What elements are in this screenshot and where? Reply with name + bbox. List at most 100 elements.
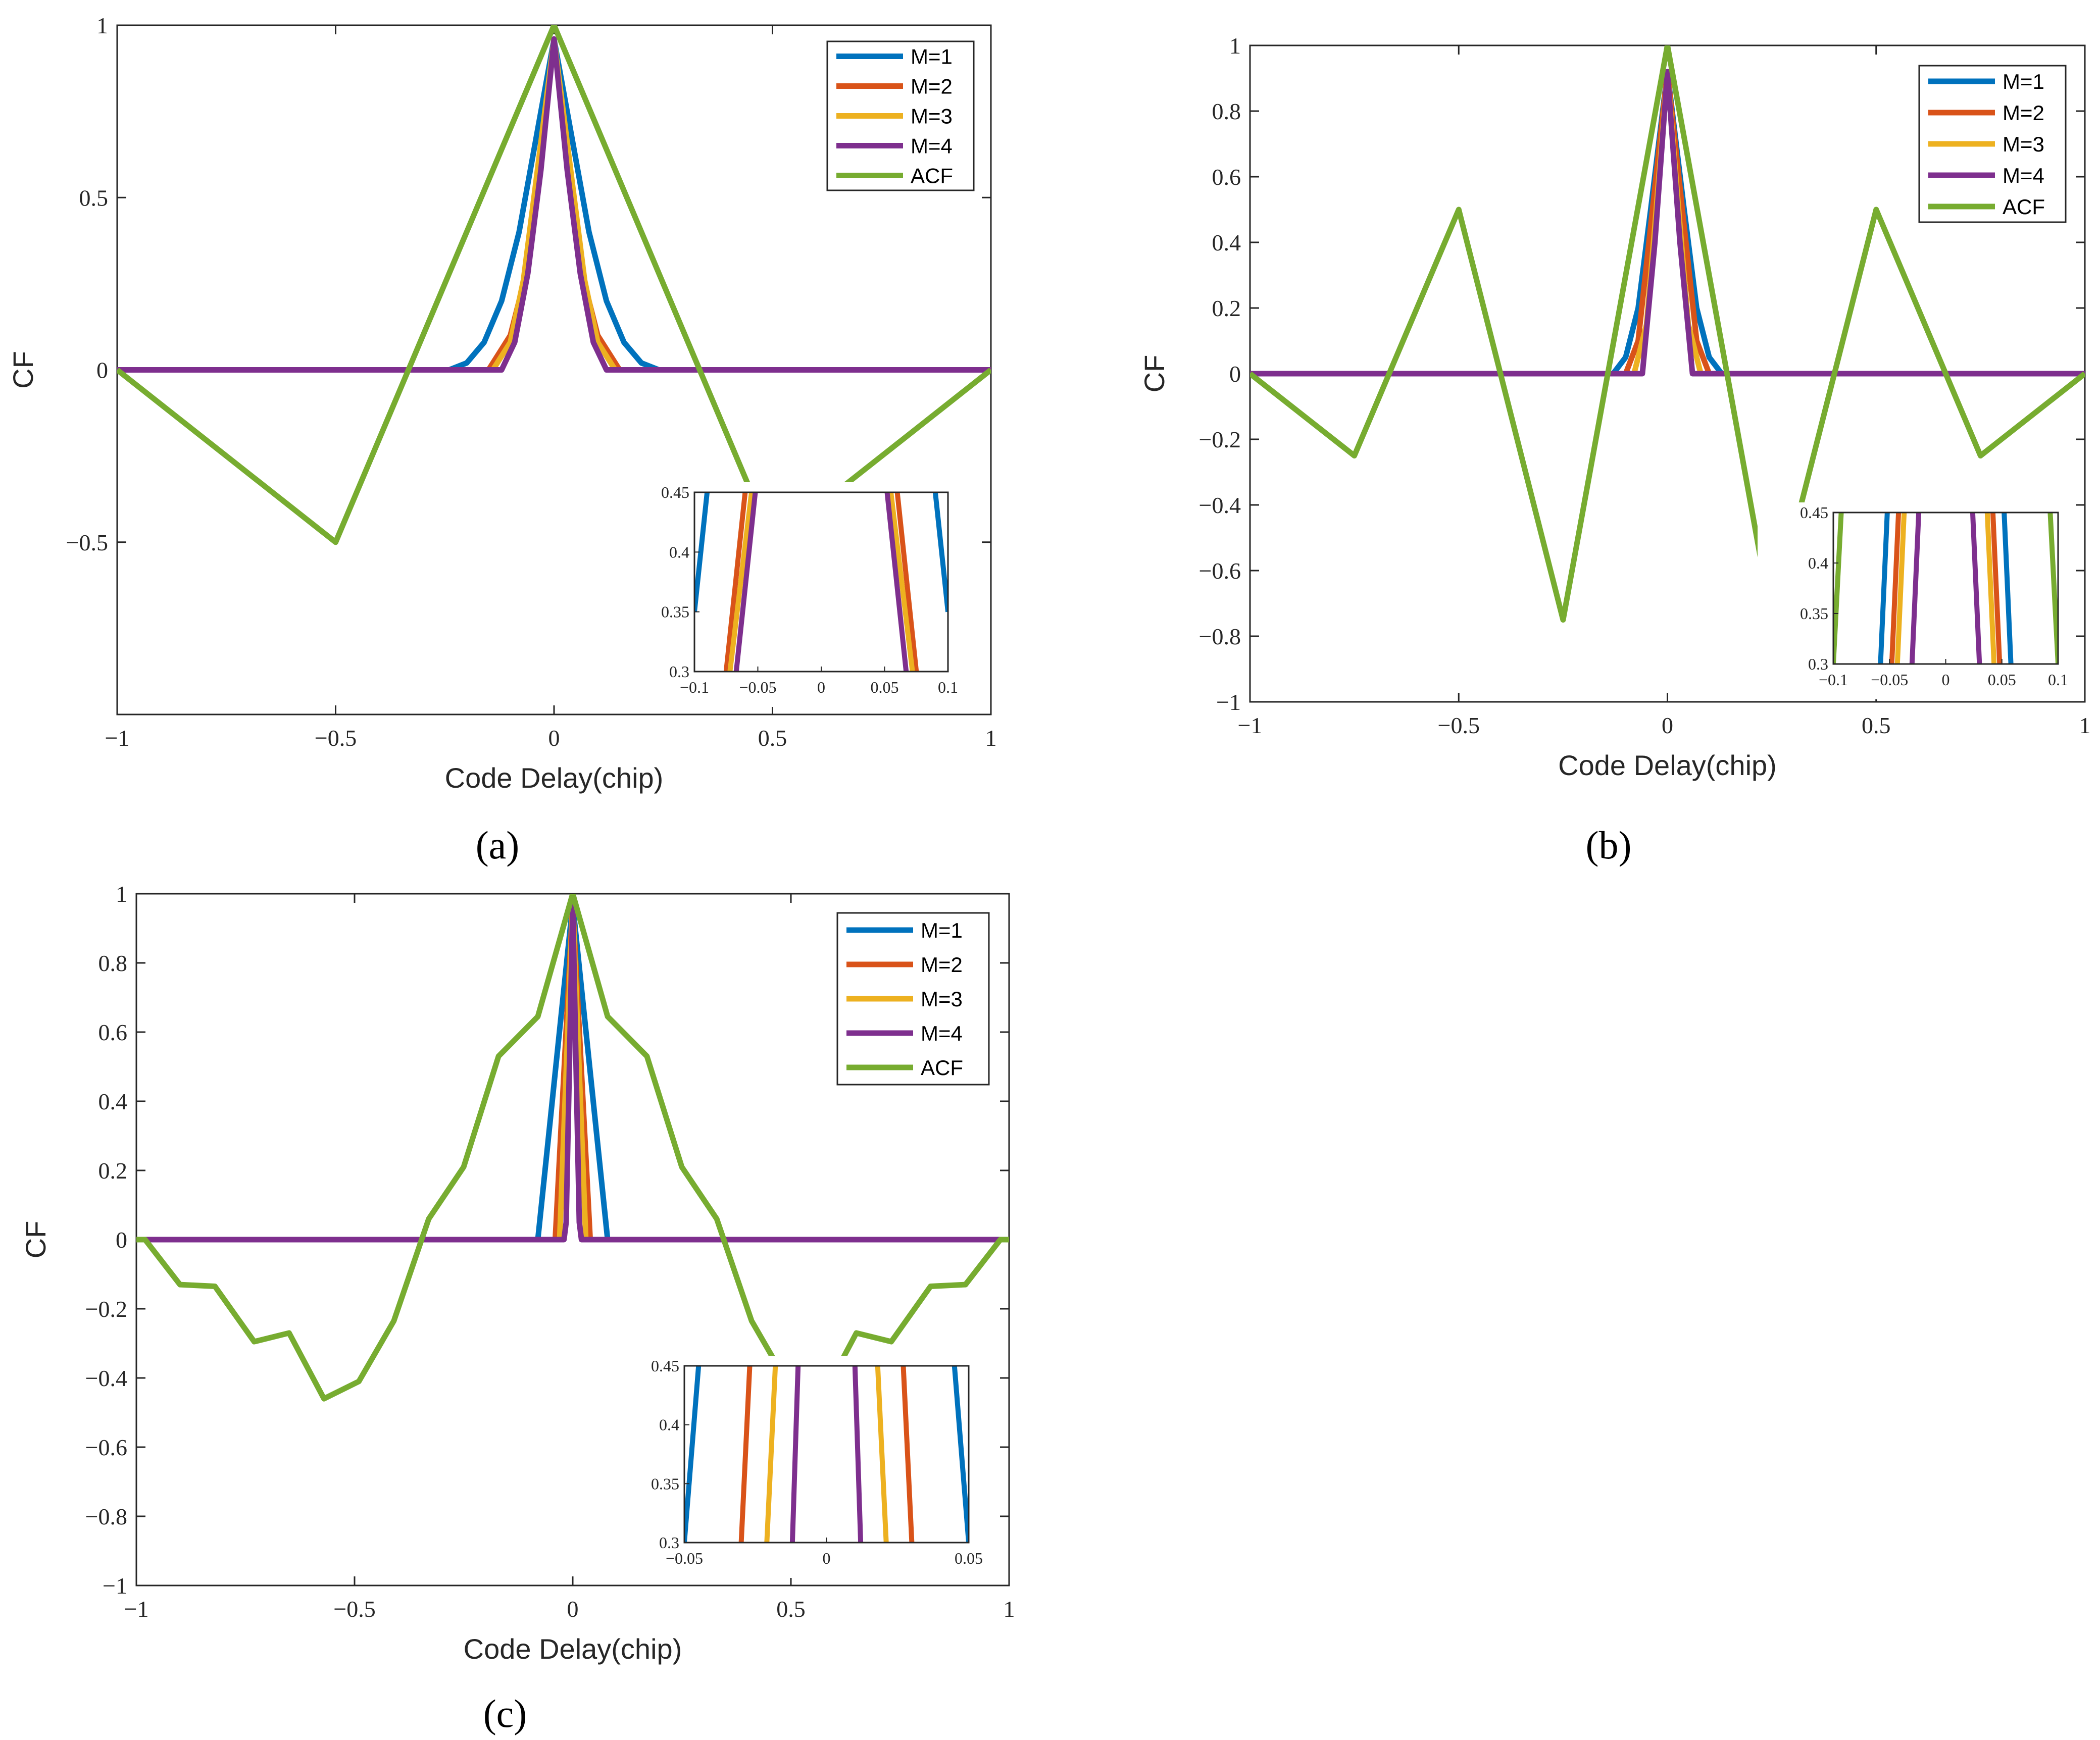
inset-x-tick-label: 0.05: [1988, 671, 2016, 689]
inset-y-tick-label: 0.4: [669, 543, 689, 561]
legend-label: M=1: [921, 918, 963, 942]
inset-plot: −0.1 −0.05 0 0.05 0.1 0.3 0.35 0.4 0.45: [1758, 502, 2068, 699]
y-tick-label: −0.4: [1199, 492, 1241, 518]
inset-x-tick-label: 0: [823, 1549, 831, 1567]
inset-line-m4: [733, 492, 758, 672]
y-tick-label: −1: [103, 1573, 127, 1599]
inset-line-m4: [1909, 513, 1922, 664]
x-tick-label: 0: [1662, 712, 1673, 738]
legend-label: M=1: [2003, 70, 2044, 93]
x-axis-label: Code Delay(chip): [1558, 749, 1777, 781]
inset-line-m1: [694, 492, 710, 612]
inset-x-tick-label: 0.05: [955, 1549, 983, 1567]
inset-x-tick-label: −0.05: [1871, 671, 1908, 689]
series-line-acf: [136, 894, 1009, 1402]
series-line-m4: [117, 36, 991, 373]
x-tick-label: −0.5: [333, 1596, 375, 1622]
series-group: [1250, 45, 2085, 623]
inset-line-m2: [1990, 513, 2003, 664]
inset-x-tick-label: −0.1: [1819, 671, 1848, 689]
x-tick-label: −0.5: [315, 725, 357, 751]
y-tick-label: −0.8: [1199, 624, 1241, 649]
legend-label: M=4: [921, 1021, 963, 1045]
y-tick-label: 0.2: [1212, 295, 1241, 321]
y-tick-label: 0.6: [1212, 164, 1241, 190]
legend-label: ACF: [921, 1056, 963, 1080]
inset-line-m2: [738, 1366, 753, 1543]
legend-label: M=4: [2003, 164, 2044, 187]
y-tick-label: 0.8: [1212, 98, 1241, 124]
inset-x-tick-label: 0: [817, 678, 825, 696]
inset-line-m1: [684, 1366, 702, 1543]
inset-line-m4: [1970, 513, 1982, 664]
x-tick-label: −1: [1238, 712, 1263, 738]
y-tick-label: 0.8: [98, 950, 128, 976]
inset-line-acf: [2047, 513, 2058, 664]
inset-line-m4: [852, 1366, 864, 1543]
y-tick-label: 0.5: [79, 185, 109, 211]
inset-x-tick-label: −0.1: [680, 678, 709, 696]
inset-x-tick-label: 0.1: [938, 678, 958, 696]
legend-label: M=3: [921, 987, 963, 1011]
inset-x-tick-label: 0.05: [871, 678, 899, 696]
y-tick-label: 0.4: [98, 1089, 128, 1114]
x-tick-label: 0: [567, 1596, 579, 1622]
inset-line-m2: [901, 1366, 915, 1543]
x-tick-label: 0.5: [758, 725, 787, 751]
inset-x-tick-label: −0.05: [666, 1549, 703, 1567]
inset-line-m3: [875, 1366, 889, 1543]
inset-line-m4: [789, 1366, 801, 1543]
x-axis-label: Code Delay(chip): [464, 1633, 682, 1665]
inset-y-tick-label: 0.4: [1808, 554, 1828, 572]
inset-line-acf: [1833, 513, 1844, 664]
inset-y-tick-label: 0.3: [1808, 655, 1828, 673]
inset-line-m4: [884, 492, 909, 672]
inset-x-tick-label: 0: [1942, 671, 1950, 689]
x-tick-label: 1: [985, 725, 997, 751]
legend-label: M=4: [911, 134, 953, 158]
y-tick-label: −0.5: [66, 530, 108, 555]
chart-panel-b: −1 −0.5 0 0.5 1 −1 −0.8 −0.6 −0.4 −0.2 0 0.2 0.4 0.6 0…: [1138, 33, 2091, 867]
inset-line-m3: [727, 492, 754, 672]
inset-line-m3: [764, 1366, 778, 1543]
y-tick-label: 1: [1229, 33, 1241, 59]
y-tick-label: 0: [96, 357, 108, 383]
inset-line-m1: [2002, 513, 2014, 664]
inset-y-tick-label: 0.35: [661, 603, 689, 621]
inset-y-tick-label: 0.35: [651, 1474, 679, 1493]
legend-label: M=2: [2003, 101, 2044, 125]
y-tick-label: 1: [116, 881, 127, 907]
inset-line-m2: [1889, 513, 1902, 664]
legend: M=1 M=2 M=3 M=4 ACF: [1918, 65, 2067, 223]
y-tick-label: −0.6: [1199, 558, 1241, 584]
x-tick-label: −1: [105, 725, 130, 751]
inset-line-m1: [952, 1366, 969, 1543]
inset-line-m3: [1894, 513, 1907, 664]
y-tick-label: −0.4: [85, 1365, 127, 1391]
x-axis-label: Code Delay(chip): [445, 762, 664, 794]
y-tick-label: −0.8: [85, 1504, 127, 1529]
inset-x-tick-label: 0.1: [2048, 671, 2068, 689]
legend: M=1 M=2 M=3 M=4 ACF: [826, 40, 975, 191]
legend: M=1 M=2 M=3 M=4 ACF: [836, 912, 990, 1086]
series-line-m4: [1250, 69, 2085, 377]
series-group: [136, 894, 1009, 1402]
panel-label: (b): [1586, 823, 1632, 867]
x-tick-label: −0.5: [1438, 712, 1480, 738]
inset-line-m3: [888, 492, 915, 672]
y-tick-label: 0: [1229, 361, 1241, 387]
x-tick-label: 1: [2079, 712, 2091, 738]
inset-x-tick-label: −0.05: [739, 678, 776, 696]
inset-y-tick-label: 0.35: [1800, 604, 1828, 623]
y-tick-label: 0.4: [1212, 230, 1241, 255]
y-tick-label: 0.6: [98, 1019, 128, 1045]
y-axis-label: CF: [20, 1221, 52, 1259]
inset-lines: [694, 492, 948, 672]
legend-label: M=2: [921, 953, 963, 977]
inset-plot: −0.05 0 0.05 0.3 0.35 0.4 0.45: [609, 1356, 983, 1578]
legend-label: ACF: [2003, 195, 2045, 219]
inset-line-m1: [1878, 513, 1890, 664]
chart-panel-a: −1 −0.5 0 0.5 1 −0.5 0 0.5 1 Code Delay(chip) CF −0…: [7, 13, 997, 867]
inset-y-tick-label: 0.45: [1800, 503, 1828, 522]
